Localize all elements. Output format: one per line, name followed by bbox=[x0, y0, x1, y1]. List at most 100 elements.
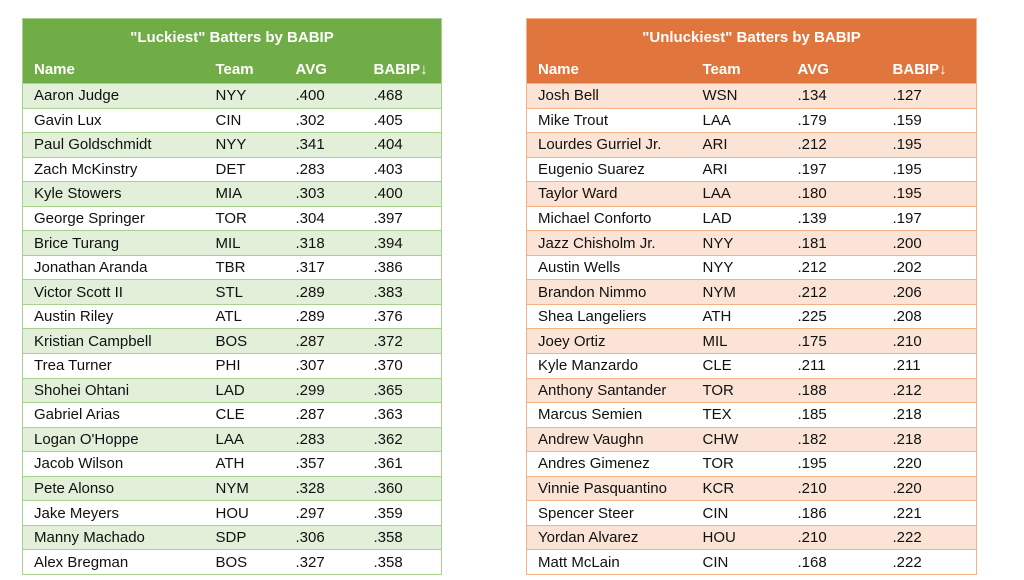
table-row: Gavin Lux CIN .302.405 bbox=[22, 107, 442, 133]
team-cell: CIN bbox=[204, 107, 285, 133]
player-name-cell: Gavin Lux bbox=[22, 107, 205, 133]
player-name-cell: Aaron Judge bbox=[22, 83, 205, 109]
player-name-cell: Vinnie Pasquantino bbox=[526, 475, 692, 501]
babip-cell: .211 bbox=[881, 353, 977, 379]
team-cell: NYY bbox=[691, 254, 787, 280]
babip-cell: .403 bbox=[362, 156, 442, 182]
table-row: Kristian Campbell BOS .287.372 bbox=[22, 328, 442, 354]
avg-cell: .283 bbox=[284, 156, 363, 182]
column-header-name: Name bbox=[22, 55, 205, 84]
team-cell: LAD bbox=[204, 377, 285, 403]
column-header-row: Name Team AVG BABIP↓ bbox=[526, 55, 977, 84]
avg-cell: .212 bbox=[786, 132, 882, 158]
avg-cell: .188 bbox=[786, 377, 882, 403]
player-name-cell: Spencer Steer bbox=[526, 500, 692, 526]
table-row: Lourdes Gurriel Jr. ARI .212.195 bbox=[526, 132, 977, 158]
babip-cell: .400 bbox=[362, 181, 442, 207]
player-name-cell: Paul Goldschmidt bbox=[22, 132, 205, 158]
table-title: "Luckiest" Batters by BABIP bbox=[22, 18, 442, 55]
player-name-cell: Pete Alonso bbox=[22, 475, 205, 501]
table-row: Jacob Wilson ATH .357.361 bbox=[22, 451, 442, 477]
player-name-cell: Brice Turang bbox=[22, 230, 205, 256]
team-cell: ATH bbox=[204, 451, 285, 477]
player-name-cell: Kristian Campbell bbox=[22, 328, 205, 354]
player-name-cell: Zach McKinstry bbox=[22, 156, 205, 182]
player-name-cell: Jazz Chisholm Jr. bbox=[526, 230, 692, 256]
player-name-cell: Alex Bregman bbox=[22, 549, 205, 575]
babip-cell: .220 bbox=[881, 451, 977, 477]
table-row: Aaron Judge NYY .400.468 bbox=[22, 83, 442, 109]
team-cell: CIN bbox=[691, 549, 787, 575]
babip-cell: .200 bbox=[881, 230, 977, 256]
babip-cell: .206 bbox=[881, 279, 977, 305]
team-cell: CLE bbox=[204, 402, 285, 428]
avg-cell: .186 bbox=[786, 500, 882, 526]
team-cell: MIL bbox=[204, 230, 285, 256]
babip-cell: .468 bbox=[362, 83, 442, 109]
babip-cell: .358 bbox=[362, 524, 442, 550]
team-cell: PHI bbox=[204, 353, 285, 379]
team-cell: DET bbox=[204, 156, 285, 182]
table-title: "Unluckiest" Batters by BABIP bbox=[526, 18, 977, 55]
babip-cell: .195 bbox=[881, 181, 977, 207]
team-cell: TOR bbox=[691, 451, 787, 477]
avg-cell: .210 bbox=[786, 475, 882, 501]
babip-cell: .218 bbox=[881, 426, 977, 452]
team-cell: ARI bbox=[691, 156, 787, 182]
avg-cell: .181 bbox=[786, 230, 882, 256]
avg-cell: .139 bbox=[786, 205, 882, 231]
avg-cell: .225 bbox=[786, 303, 882, 329]
table-row: Shohei Ohtani LAD .299.365 bbox=[22, 377, 442, 403]
table-row: Victor Scott II STL .289.383 bbox=[22, 279, 442, 305]
avg-cell: .289 bbox=[284, 279, 363, 305]
table-row: Eugenio Suarez ARI .197.195 bbox=[526, 156, 977, 182]
table-row: Jake Meyers HOU .297.359 bbox=[22, 500, 442, 526]
avg-cell: .175 bbox=[786, 328, 882, 354]
player-name-cell: George Springer bbox=[22, 205, 205, 231]
babip-cell: .197 bbox=[881, 205, 977, 231]
table-row: George Springer TOR .304.397 bbox=[22, 205, 442, 231]
table-row: Trea Turner PHI .307.370 bbox=[22, 353, 442, 379]
babip-cell: .212 bbox=[881, 377, 977, 403]
avg-cell: .357 bbox=[284, 451, 363, 477]
team-cell: SDP bbox=[204, 524, 285, 550]
babip-cell: .372 bbox=[362, 328, 442, 354]
avg-cell: .180 bbox=[786, 181, 882, 207]
column-header-avg: AVG bbox=[786, 55, 882, 84]
babip-cell: .397 bbox=[362, 205, 442, 231]
table-row: Matt McLain CIN .168.222 bbox=[526, 549, 977, 575]
babip-cell: .386 bbox=[362, 254, 442, 280]
player-name-cell: Shea Langeliers bbox=[526, 303, 692, 329]
babip-cell: .220 bbox=[881, 475, 977, 501]
team-cell: HOU bbox=[691, 524, 787, 550]
avg-cell: .303 bbox=[284, 181, 363, 207]
player-name-cell: Joey Ortiz bbox=[526, 328, 692, 354]
babip-cell: .218 bbox=[881, 402, 977, 428]
player-name-cell: Shohei Ohtani bbox=[22, 377, 205, 403]
avg-cell: .287 bbox=[284, 328, 363, 354]
avg-cell: .327 bbox=[284, 549, 363, 575]
player-name-cell: Austin Wells bbox=[526, 254, 692, 280]
avg-cell: .317 bbox=[284, 254, 363, 280]
player-name-cell: Mike Trout bbox=[526, 107, 692, 133]
player-name-cell: Josh Bell bbox=[526, 83, 692, 109]
team-cell: LAA bbox=[691, 107, 787, 133]
player-name-cell: Austin Riley bbox=[22, 303, 205, 329]
avg-cell: .307 bbox=[284, 353, 363, 379]
team-cell: NYY bbox=[204, 132, 285, 158]
player-name-cell: Logan O'Hoppe bbox=[22, 426, 205, 452]
table-row: Austin Riley ATL .289.376 bbox=[22, 303, 442, 329]
player-name-cell: Eugenio Suarez bbox=[526, 156, 692, 182]
table-row: Josh Bell WSN .134.127 bbox=[526, 83, 977, 109]
avg-cell: .289 bbox=[284, 303, 363, 329]
babip-cell: .127 bbox=[881, 83, 977, 109]
team-cell: NYM bbox=[691, 279, 787, 305]
player-name-cell: Andrew Vaughn bbox=[526, 426, 692, 452]
avg-cell: .297 bbox=[284, 500, 363, 526]
team-cell: ATH bbox=[691, 303, 787, 329]
team-cell: TEX bbox=[691, 402, 787, 428]
babip-cell: .370 bbox=[362, 353, 442, 379]
table-row: Jazz Chisholm Jr. NYY .181.200 bbox=[526, 230, 977, 256]
avg-cell: .299 bbox=[284, 377, 363, 403]
player-name-cell: Jake Meyers bbox=[22, 500, 205, 526]
